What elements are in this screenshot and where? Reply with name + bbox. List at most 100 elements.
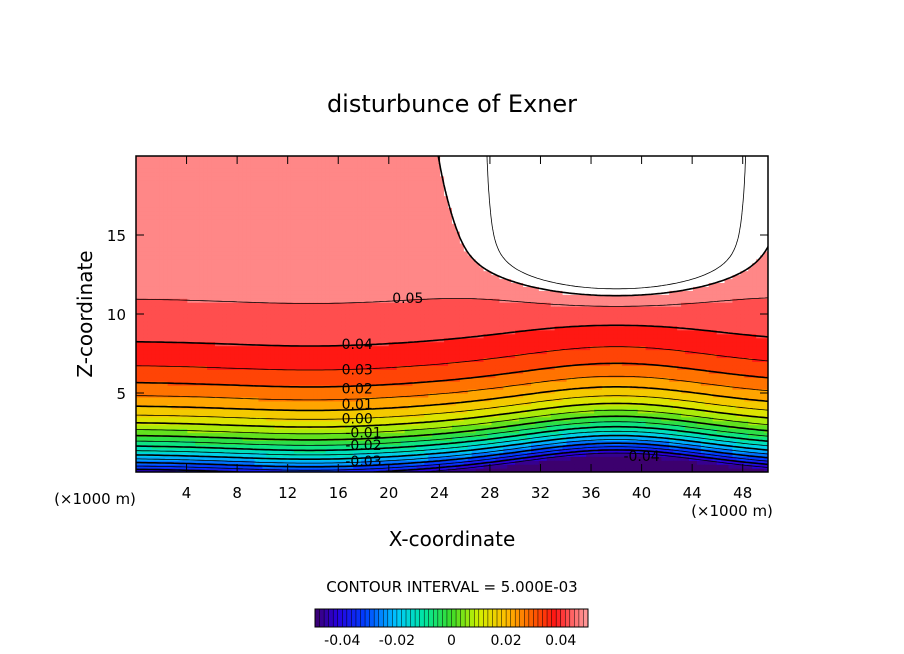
- contour-cell: [226, 235, 232, 240]
- contour-cell: [171, 424, 177, 430]
- contour-cell: [151, 238, 157, 244]
- contour-cell: [357, 207, 362, 212]
- contour-cell: [136, 203, 141, 208]
- contour-cell: [136, 424, 141, 430]
- contour-cell: [215, 159, 220, 165]
- contour-cell: [301, 215, 307, 220]
- contour-cell: [333, 290, 339, 295]
- contour-cell: [254, 219, 260, 224]
- contour-cell: [290, 156, 295, 161]
- contour-cell: [329, 310, 335, 315]
- contour-cell: [234, 389, 240, 394]
- contour-cell: [199, 357, 204, 362]
- contour-cell: [282, 179, 287, 185]
- contour-cell: [321, 329, 327, 335]
- contour-cell: [305, 321, 311, 327]
- contour-cell: [167, 235, 173, 240]
- contour-cell: [246, 235, 252, 240]
- contour-cell: [246, 159, 252, 165]
- contour-cell: [151, 329, 157, 335]
- contour-cell: [254, 250, 260, 256]
- contour-cell: [159, 163, 165, 169]
- contour-cell: [242, 282, 248, 287]
- contour-cell: [274, 254, 279, 260]
- contour-cell: [278, 298, 283, 303]
- contour-cell: [361, 381, 366, 386]
- contour-cell: [151, 242, 157, 248]
- contour-cell: [309, 329, 315, 335]
- contour-cell: [337, 444, 342, 449]
- contour-cell: [242, 464, 248, 469]
- contour-cell: [317, 191, 323, 197]
- contour-cell: [242, 345, 248, 351]
- contour-cell: [286, 337, 291, 343]
- contour-cell: [305, 298, 311, 303]
- contour-cell: [309, 254, 315, 260]
- contour-cell: [333, 377, 339, 382]
- contour-cell: [380, 329, 386, 335]
- contour-cell: [297, 310, 303, 315]
- contour-cell: [297, 361, 303, 366]
- contour-cell: [297, 377, 303, 382]
- contour-cell: [317, 369, 323, 374]
- contour-cell: [242, 310, 248, 315]
- contour-cell: [341, 156, 346, 161]
- contour-cell: [317, 393, 323, 398]
- contour-cell: [246, 302, 252, 307]
- contour-cell: [290, 436, 295, 441]
- contour-cell: [163, 440, 169, 445]
- contour-cell: [341, 314, 346, 319]
- contour-cell: [313, 163, 319, 169]
- contour-cell: [313, 159, 319, 165]
- contour-cell: [294, 440, 299, 445]
- contour-cell: [159, 175, 165, 181]
- contour-cell: [230, 432, 236, 438]
- contour-cell: [325, 187, 331, 193]
- contour-cell: [139, 404, 145, 410]
- contour-cell: [290, 432, 295, 438]
- contour-cell: [376, 408, 382, 414]
- contour-cell: [290, 349, 295, 355]
- contour-cell: [246, 404, 252, 410]
- contour-cell: [171, 250, 177, 256]
- contour-cell: [270, 266, 275, 272]
- contour-cell: [222, 436, 228, 441]
- contour-cell: [246, 345, 252, 351]
- contour-cell: [376, 211, 382, 216]
- contour-cell: [297, 179, 303, 185]
- contour-cell: [270, 325, 275, 331]
- contour-cell: [290, 223, 295, 228]
- contour-cell: [321, 270, 327, 276]
- contour-cell: [345, 163, 350, 169]
- contour-cell: [230, 321, 236, 327]
- contour-cell: [222, 219, 228, 224]
- contour-cell: [195, 369, 200, 374]
- contour-cell: [313, 274, 319, 280]
- contour-cell: [222, 424, 228, 430]
- contour-cell: [167, 325, 173, 331]
- contour-cell: [305, 412, 311, 418]
- contour-cell: [286, 420, 291, 426]
- contour-cell: [147, 314, 153, 319]
- contour-cell: [211, 223, 216, 228]
- contour-cell: [353, 159, 358, 165]
- contour-cell: [286, 357, 291, 362]
- contour-cell: [337, 440, 342, 445]
- contour-cell: [278, 333, 283, 339]
- contour-cell: [203, 266, 208, 272]
- contour-cell: [345, 258, 350, 264]
- contour-cell: [238, 365, 244, 370]
- contour-cell: [309, 262, 315, 268]
- contour-cell: [262, 404, 267, 410]
- contour-cell: [333, 258, 339, 264]
- contour-cell: [357, 416, 362, 422]
- contour-cell: [369, 258, 374, 264]
- contour-cell: [258, 345, 263, 351]
- contour-cell: [187, 333, 192, 339]
- contour-cell: [218, 262, 224, 268]
- contour-cell: [286, 333, 291, 339]
- contour-cell: [195, 306, 200, 311]
- contour-cell: [345, 400, 350, 406]
- contour-cell: [369, 211, 374, 216]
- contour-cell: [294, 357, 299, 362]
